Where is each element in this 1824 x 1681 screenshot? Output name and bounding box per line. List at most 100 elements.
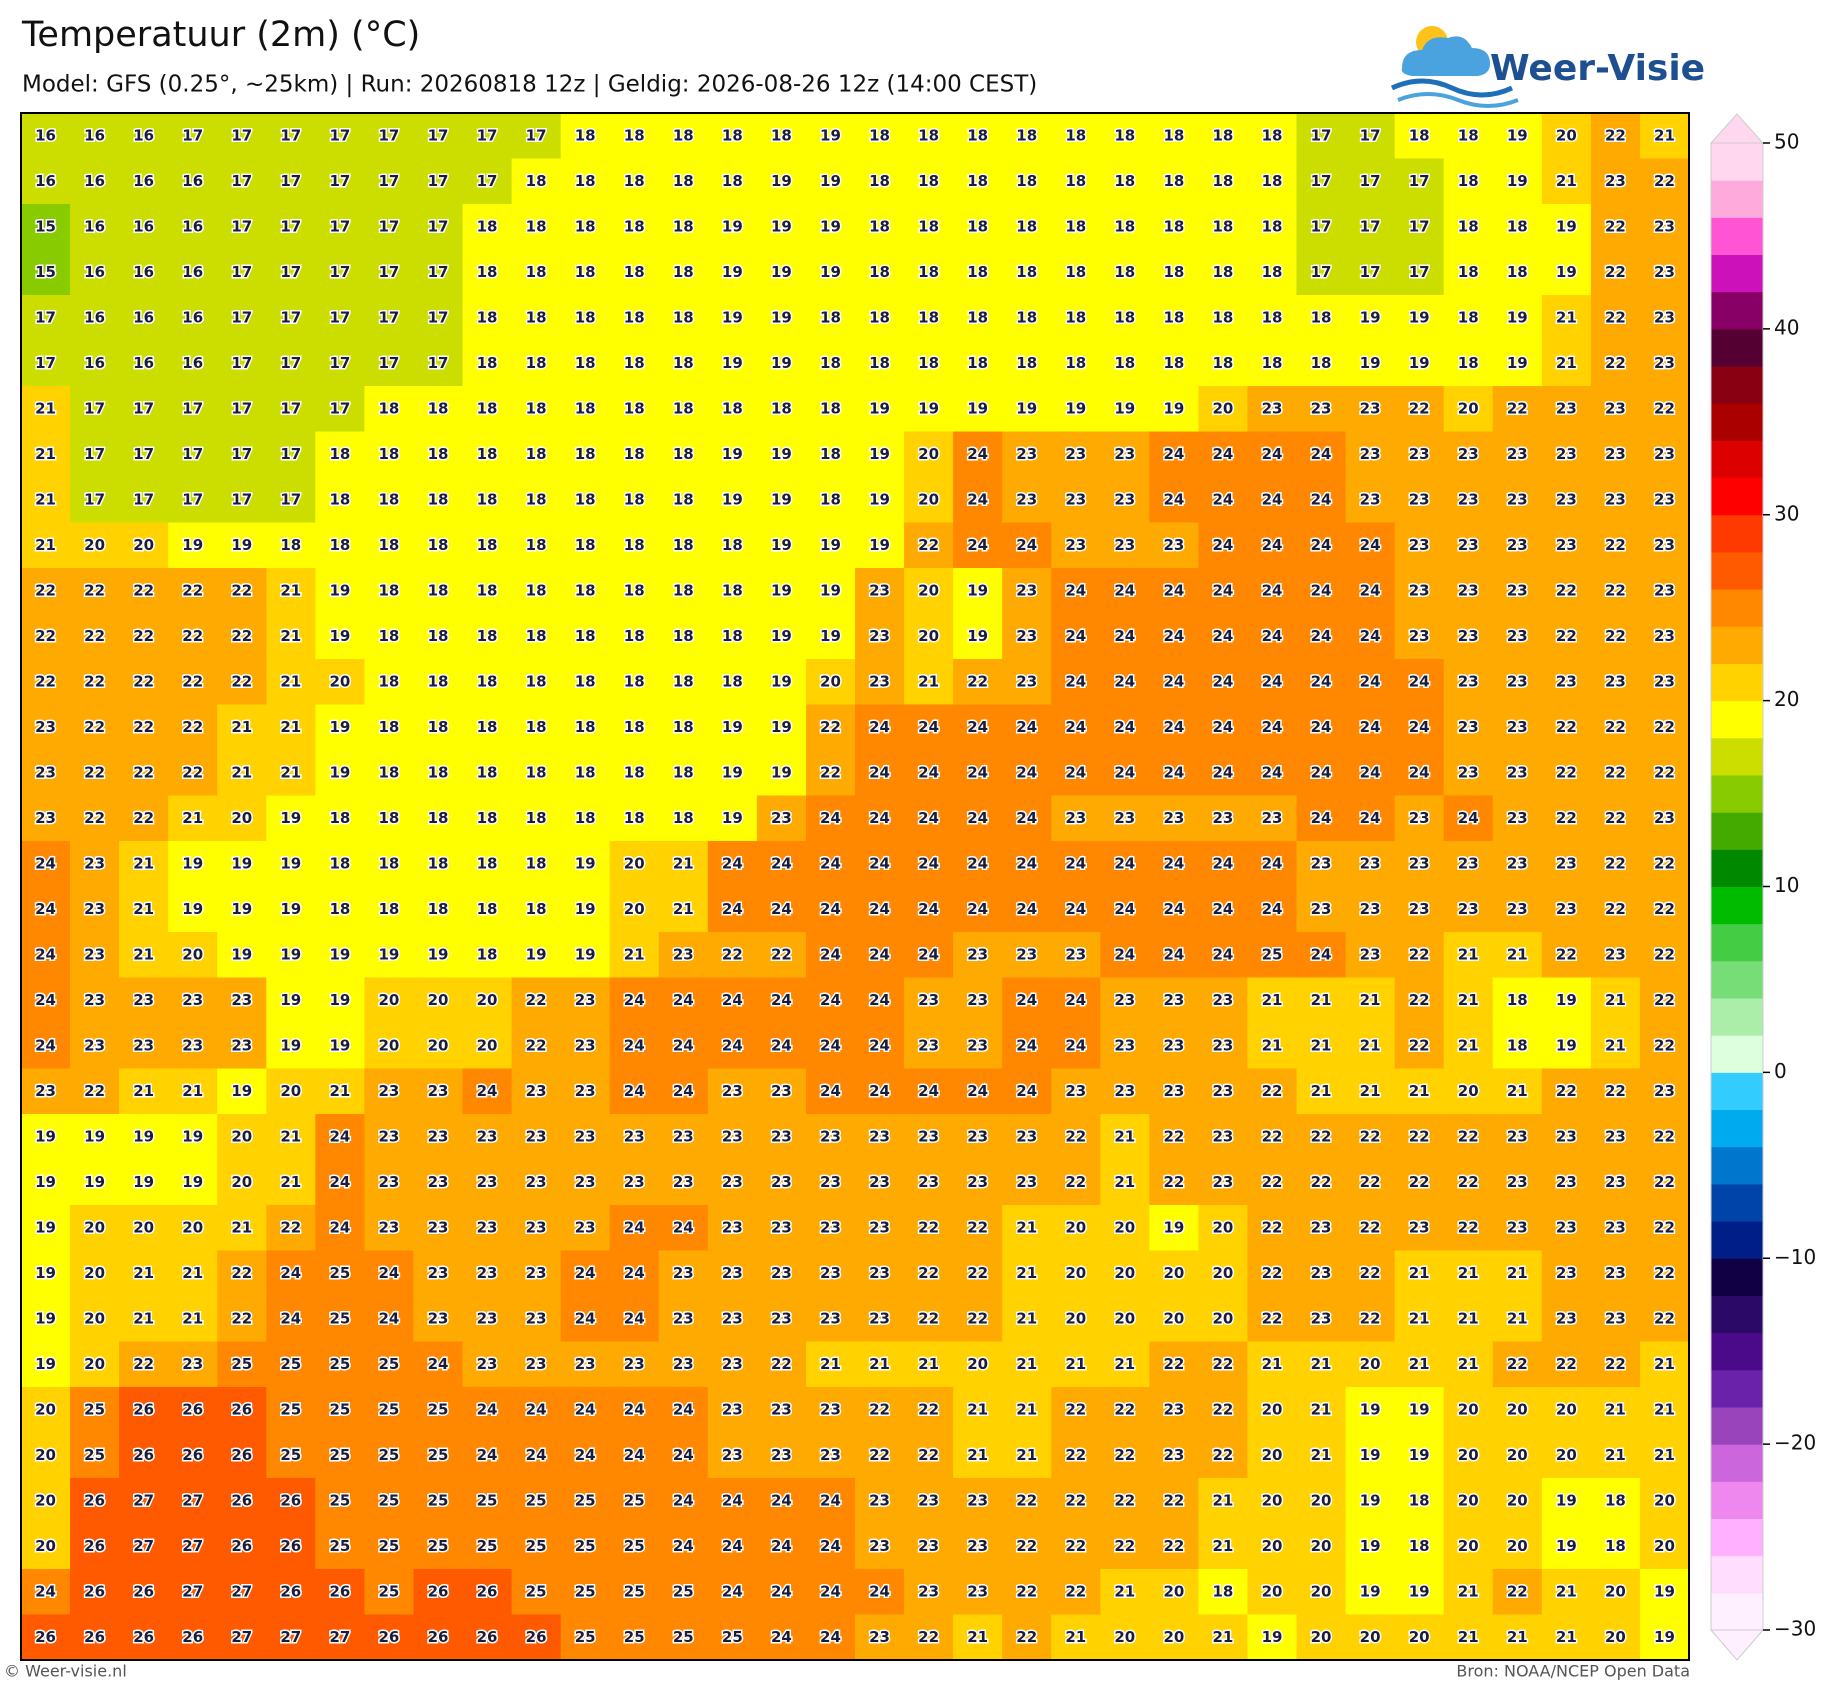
map-cell [1345,522,1396,569]
map-cell [511,568,562,615]
map-cell [1541,1296,1592,1343]
cell-label: 18 [1458,217,1479,235]
cell-label: 24 [1114,627,1135,645]
cell-label: 20 [84,1309,105,1327]
map-cell [511,386,562,433]
cell-label: 19 [379,945,400,963]
cell-label: 23 [1065,445,1086,463]
map-cell [1296,1296,1347,1343]
cell-label: 21 [1654,1400,1675,1418]
map-cell [805,977,856,1024]
cell-label: 23 [428,1218,449,1236]
map-cell [1149,1296,1200,1343]
map-cell [609,568,660,615]
cell-label: 23 [967,1537,988,1555]
map-cell [609,113,660,160]
map-cell [953,340,1003,387]
map-cell [1443,295,1494,342]
map-cell [805,1569,856,1616]
map-cell [904,1250,954,1297]
map-cell [217,158,267,205]
cell-label: 24 [1114,581,1135,599]
cell-label: 19 [280,900,301,918]
cell-label: 23 [918,1582,939,1600]
map-cell [1051,1478,1101,1525]
map-cell [953,295,1003,342]
map-cell [756,1023,807,1070]
cell-label: 19 [1409,1446,1430,1464]
cell-label: 23 [84,945,105,963]
map-cell [1639,204,1690,251]
map-cell [462,340,513,387]
cell-label: 20 [1213,1218,1234,1236]
cell-label: 17 [329,263,350,281]
map-cell [1639,1523,1690,1570]
map-cell [609,386,660,433]
map-cell [1198,1023,1249,1070]
map-cell [560,886,611,933]
colorbar-tick-label: −20 [1774,1431,1816,1455]
map-cell [560,659,611,706]
cell-label: 21 [1311,1036,1332,1054]
cell-label: 24 [329,1173,350,1191]
map-cell [707,431,758,478]
map-cell [805,1205,856,1252]
map-cell [1590,1341,1641,1388]
cell-label: 23 [1556,490,1577,508]
cell-label: 17 [1311,217,1332,235]
map-cell [168,659,218,706]
cell-label: 24 [1360,763,1381,781]
cell-label: 26 [231,1446,252,1464]
map-cell [217,522,267,569]
map-cell [1002,795,1052,842]
map-cell [1394,750,1445,797]
map-cell [168,340,218,387]
map-cell [1247,932,1298,979]
map-cell [1100,886,1150,933]
map-cell [1198,1387,1249,1434]
map-cell [1590,886,1641,933]
map-cell [364,386,415,433]
map-cell [805,1614,856,1661]
map-cell [1394,704,1445,751]
cell-label: 24 [35,991,56,1009]
map-cell [855,386,905,433]
colorbar-segment [1711,1481,1763,1519]
cell-label: 20 [1114,1309,1135,1327]
cell-label: 18 [575,126,596,144]
cell-label: 22 [1016,1537,1037,1555]
map-cell [1590,977,1641,1024]
colorbar-segment [1711,366,1763,404]
cell-label: 24 [526,1446,547,1464]
map-cell [707,1432,758,1479]
map-cell [1198,1296,1249,1343]
map-cell [1394,295,1445,342]
cell-label: 23 [575,1218,596,1236]
map-cell [560,295,611,342]
map-cell [1002,886,1052,933]
map-cell [364,841,415,888]
map-cell [21,659,71,706]
cell-label: 15 [35,263,56,281]
map-cell [1345,1614,1396,1661]
map-cell [1198,1250,1249,1297]
cell-label: 25 [428,1537,449,1555]
cell-label: 17 [428,217,449,235]
map-cell [511,158,562,205]
cell-label: 25 [428,1446,449,1464]
cell-label: 16 [35,126,56,144]
map-cell [1443,431,1494,478]
cell-label: 20 [84,1264,105,1282]
map-cell [1247,1569,1298,1616]
colorbar-segment [1711,1109,1763,1148]
cell-label: 17 [1360,126,1381,144]
cell-label: 26 [133,1446,154,1464]
map-cell [511,886,562,933]
map-cell [1394,522,1445,569]
cell-label: 24 [673,1036,694,1054]
map-cell [1345,1068,1396,1115]
cell-label: 17 [379,354,400,372]
map-cell [658,431,709,478]
cell-label: 26 [133,1582,154,1600]
map-cell [1247,158,1298,205]
